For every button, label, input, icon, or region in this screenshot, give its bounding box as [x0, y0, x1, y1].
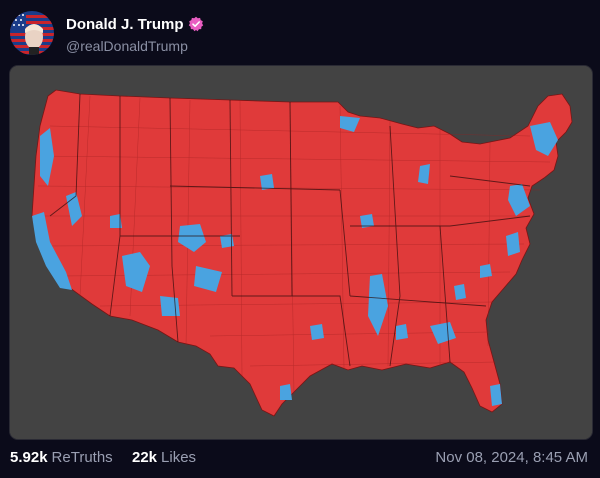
author-name-text: Donald J. Trump [66, 16, 184, 33]
author-name[interactable]: Donald J. Trump [66, 16, 204, 33]
election-county-map [10, 66, 592, 439]
likes-stat[interactable]: 22k Likes [132, 449, 196, 466]
verified-badge-icon [188, 16, 203, 32]
retruths-label: ReTruths [51, 449, 113, 466]
post-timestamp: Nov 08, 2024, 8:45 AM [435, 449, 588, 466]
avatar[interactable] [10, 11, 54, 55]
post-header: Donald J. Trump @realDonaldTrump [10, 11, 590, 57]
retruths-count: 5.92k [10, 449, 48, 466]
county-lines [36, 95, 551, 397]
post-stats: 5.92k ReTruths 22k Likes Nov 08, 2024, 8:4… [10, 449, 590, 469]
likes-label: Likes [161, 449, 197, 466]
avatar-image [10, 11, 54, 55]
state-borders [49, 93, 531, 367]
author-handle[interactable]: @realDonaldTrump [66, 38, 188, 54]
retruths-stat[interactable]: 5.92k ReTruths [10, 449, 113, 466]
likes-count: 22k [132, 449, 158, 466]
post-media-image[interactable] [10, 66, 592, 439]
